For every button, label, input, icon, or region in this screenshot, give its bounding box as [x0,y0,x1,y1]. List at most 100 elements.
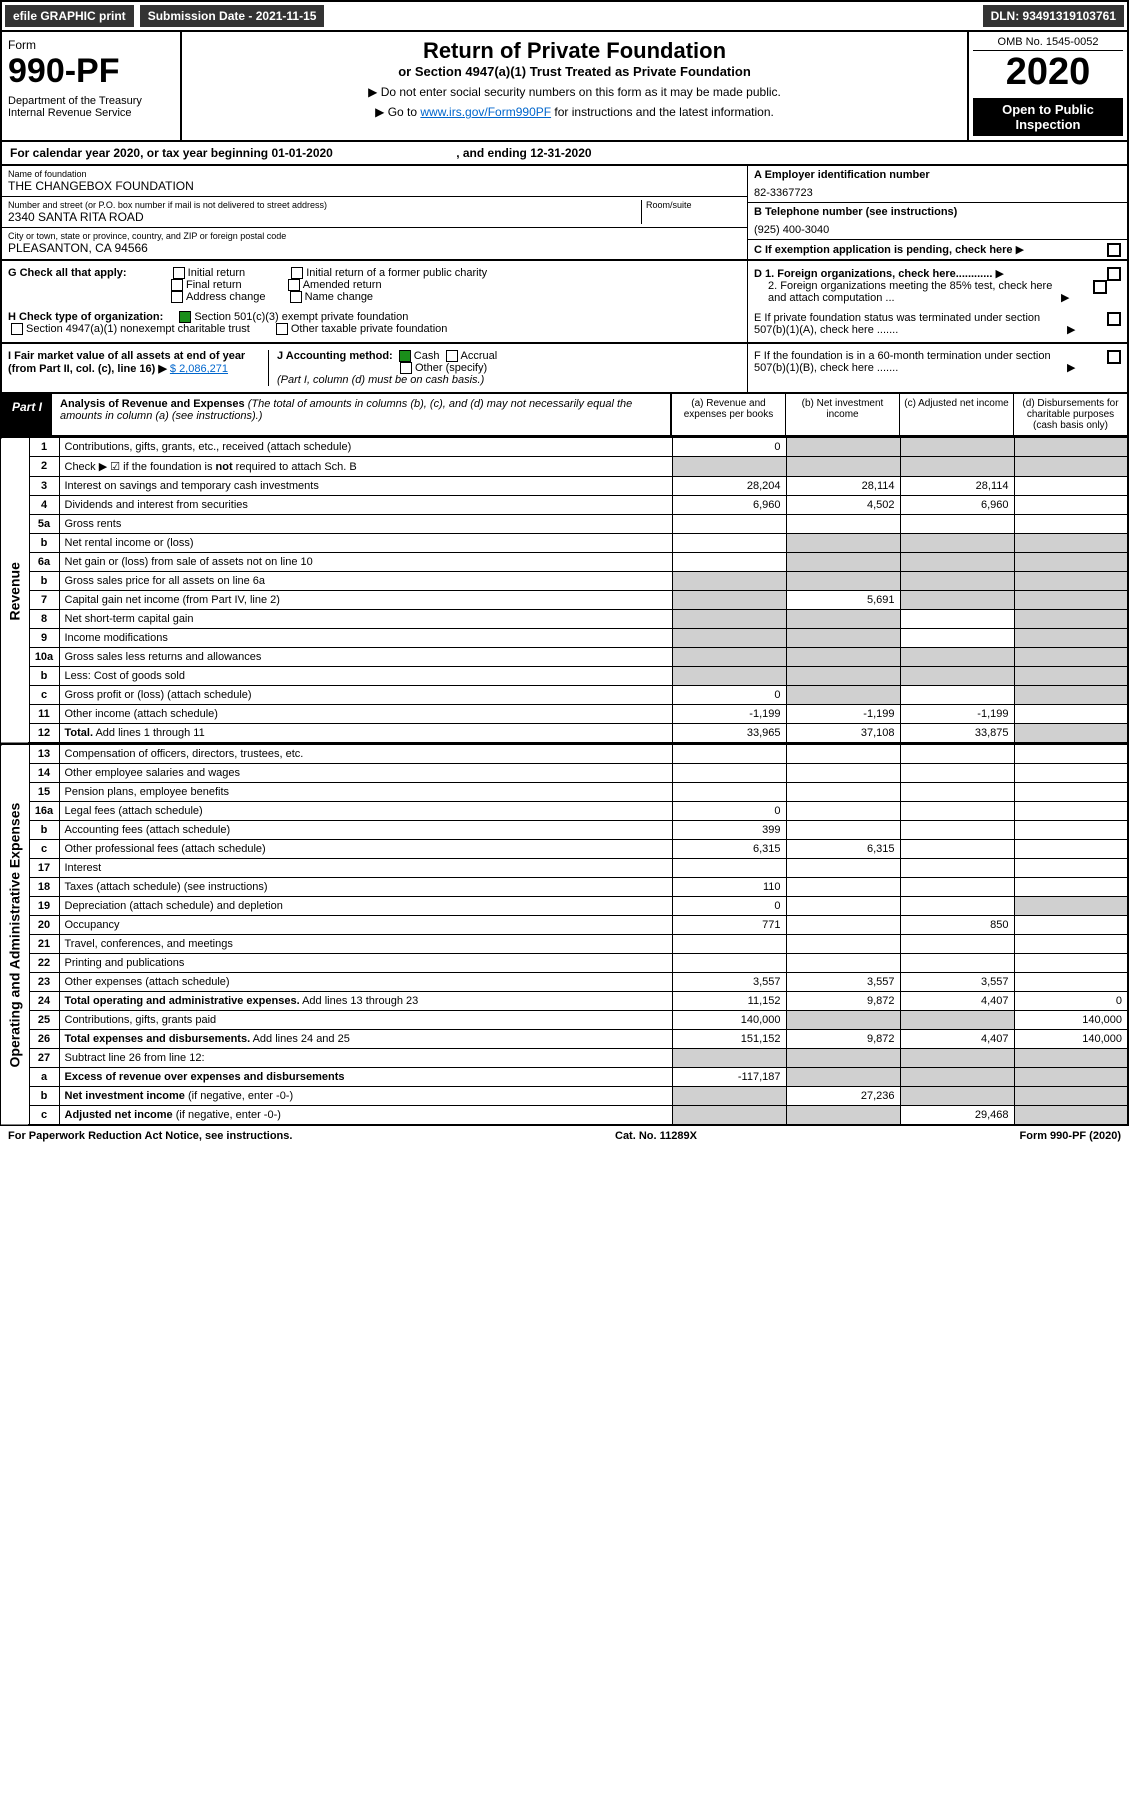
form-subtitle: or Section 4947(a)(1) Trust Treated as P… [188,64,961,79]
line-number: 25 [29,1011,59,1030]
line-desc: Dividends and interest from securities [59,496,672,515]
cell [900,438,1014,457]
line-desc: Total. Add lines 1 through 11 [59,724,672,744]
row-gh: G Check all that apply: Initial return I… [0,261,1129,344]
dept: Department of the Treasury [8,95,174,107]
line-number: 23 [29,973,59,992]
cell: 33,965 [672,724,786,744]
line-number: 18 [29,878,59,897]
cell [900,534,1014,553]
cell [1014,705,1128,724]
line-number: a [29,1068,59,1087]
table-row: 25Contributions, gifts, grants paid140,0… [1,1011,1128,1030]
line-number: 13 [29,745,59,764]
cell: 4,407 [900,992,1014,1011]
line-desc: Check ▶ ☑ if the foundation is not requi… [59,457,672,477]
line-desc: Legal fees (attach schedule) [59,802,672,821]
table-row: aExcess of revenue over expenses and dis… [1,1068,1128,1087]
line-desc: Other employee salaries and wages [59,764,672,783]
cell: 399 [672,821,786,840]
cell [900,859,1014,878]
line-desc: Printing and publications [59,954,672,973]
part1-tag: Part I [2,394,52,435]
table-row: 17Interest [1,859,1128,878]
fmv-link[interactable]: $ 2,086,271 [170,363,228,375]
table-row: bAccounting fees (attach schedule)399 [1,821,1128,840]
cell [1014,954,1128,973]
cell [786,802,900,821]
info-grid: Name of foundation THE CHANGEBOX FOUNDAT… [0,166,1129,261]
line-desc: Gross profit or (loss) (attach schedule) [59,686,672,705]
cell: 140,000 [1014,1011,1128,1030]
line-number: 26 [29,1030,59,1049]
form-header: Form 990-PF Department of the Treasury I… [0,32,1129,142]
cell [786,438,900,457]
cell [900,667,1014,686]
cell [1014,648,1128,667]
table-row: 20Occupancy771850 [1,916,1128,935]
cell [1014,496,1128,515]
line-number: 24 [29,992,59,1011]
cell: 5,691 [786,591,900,610]
line-desc: Contributions, gifts, grants, etc., rece… [59,438,672,457]
cell: 28,204 [672,477,786,496]
line-number: 14 [29,764,59,783]
cell [1014,1087,1128,1106]
section-g: G Check all that apply: Initial return I… [8,267,741,303]
cell [786,515,900,534]
table-row: 27Subtract line 26 from line 12: [1,1049,1128,1068]
cell: -117,187 [672,1068,786,1087]
table-row: 2Check ▶ ☑ if the foundation is not requ… [1,457,1128,477]
cell [672,591,786,610]
table-row: Operating and Administrative Expenses13C… [1,745,1128,764]
table-row: 6aNet gain or (loss) from sale of assets… [1,553,1128,572]
line-desc: Total operating and administrative expen… [59,992,672,1011]
line-number: b [29,534,59,553]
section-i: I Fair market value of all assets at end… [8,350,268,386]
footer-mid: Cat. No. 11289X [615,1130,697,1142]
table-row: cAdjusted net income (if negative, enter… [1,1106,1128,1126]
line-number: 5a [29,515,59,534]
table-row: 5aGross rents [1,515,1128,534]
line-desc: Taxes (attach schedule) (see instruction… [59,878,672,897]
calendar-year-row: For calendar year 2020, or tax year begi… [0,142,1129,166]
ein: A Employer identification number 82-3367… [748,166,1127,203]
cell: 29,468 [900,1106,1014,1126]
cell: 140,000 [672,1011,786,1030]
cell [900,1087,1014,1106]
cell [1014,821,1128,840]
cell [1014,1068,1128,1087]
cell [786,457,900,477]
cell: 0 [672,686,786,705]
line-desc: Other professional fees (attach schedule… [59,840,672,859]
cell [786,954,900,973]
efile-btn[interactable]: efile GRAPHIC print [5,5,134,27]
instr-link[interactable]: www.irs.gov/Form990PF [420,105,551,119]
cell [786,878,900,897]
line-number: 3 [29,477,59,496]
cell [672,610,786,629]
cell [786,553,900,572]
cell [900,764,1014,783]
cell [672,935,786,954]
cell [900,648,1014,667]
cell [1014,783,1128,802]
line-number: 4 [29,496,59,515]
phone: B Telephone number (see instructions) (9… [748,203,1127,240]
section-h: H Check type of organization: Section 50… [8,311,741,335]
cell [672,667,786,686]
cell [900,821,1014,840]
cell [1014,477,1128,496]
cell: 0 [672,897,786,916]
cell [1014,438,1128,457]
cell [672,1087,786,1106]
cell [900,1068,1014,1087]
line-number: 12 [29,724,59,744]
line-desc: Travel, conferences, and meetings [59,935,672,954]
cell [1014,916,1128,935]
cell [900,954,1014,973]
cell [786,629,900,648]
line-desc: Interest [59,859,672,878]
table-row: bGross sales price for all assets on lin… [1,572,1128,591]
form-title: Return of Private Foundation [188,38,961,64]
